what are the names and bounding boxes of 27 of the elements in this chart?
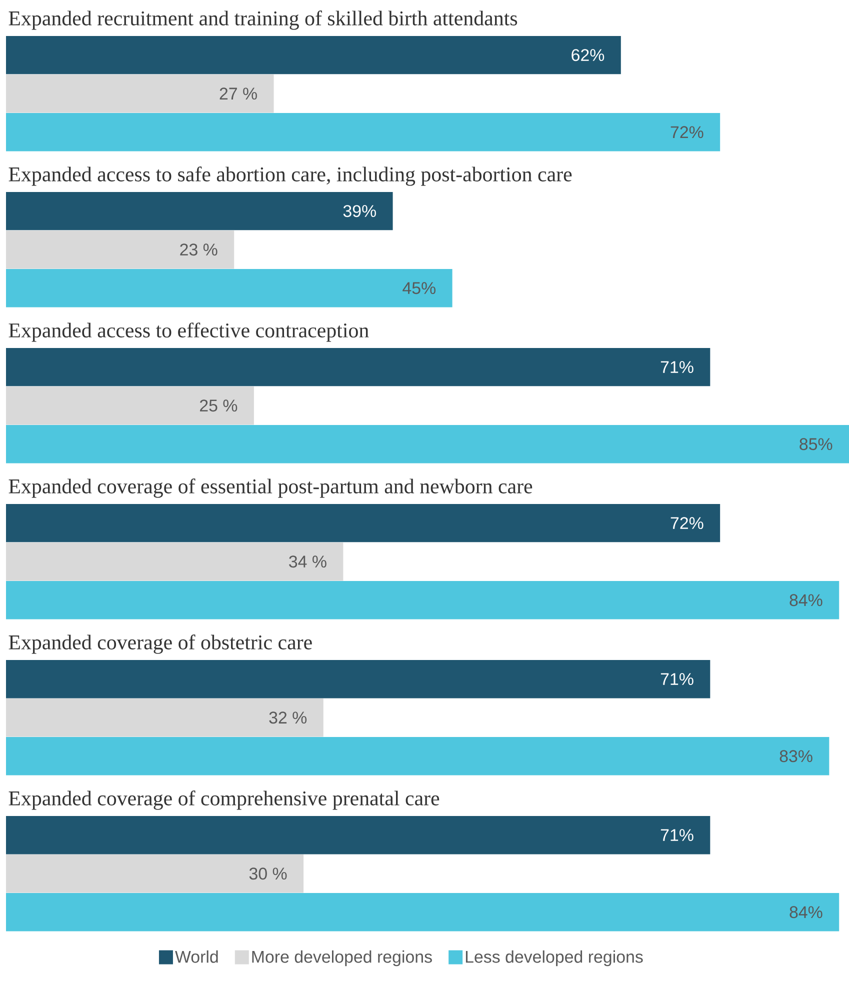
data-label: 72% (670, 517, 704, 530)
data-label: 23 % (180, 244, 218, 256)
data-label: 83% (780, 750, 812, 762)
legend-label: World (175, 950, 218, 963)
data-label: 84% (790, 594, 822, 606)
data-label: 71% (660, 829, 694, 841)
data-label: 39% (343, 205, 376, 218)
data-label: 85% (800, 438, 832, 450)
y-tick-label: Expanded recruitment and training of skilled birth attendants (8, 10, 518, 30)
y-tick-label: Expanded access to effective contraception (8, 322, 369, 342)
data-label: 71% (660, 361, 694, 373)
data-label: 72% (670, 126, 704, 138)
data-label: 84% (790, 906, 822, 918)
data-label: 27 % (220, 88, 257, 100)
y-tick-label: Expanded coverage of essential post-partum and newborn care (8, 478, 532, 498)
data-label: 30 % (249, 868, 287, 880)
y-tick-label: Expanded access to safe abortion care, including post-abortion care (8, 166, 572, 186)
y-tick-label: Expanded coverage of obstetric care (8, 634, 312, 654)
data-label: 62% (572, 49, 604, 62)
legend-label: More developed regions (252, 950, 432, 966)
data-label: 71% (660, 673, 694, 685)
data-label: 25 % (200, 400, 238, 412)
data-label: 34 % (289, 556, 326, 568)
y-tick-label: Expanded coverage of comprehensive prenatal care (8, 790, 440, 810)
data-label: 32 % (269, 712, 307, 724)
data-label: 45% (402, 282, 436, 294)
legend-label: Less developed regions (466, 950, 643, 966)
